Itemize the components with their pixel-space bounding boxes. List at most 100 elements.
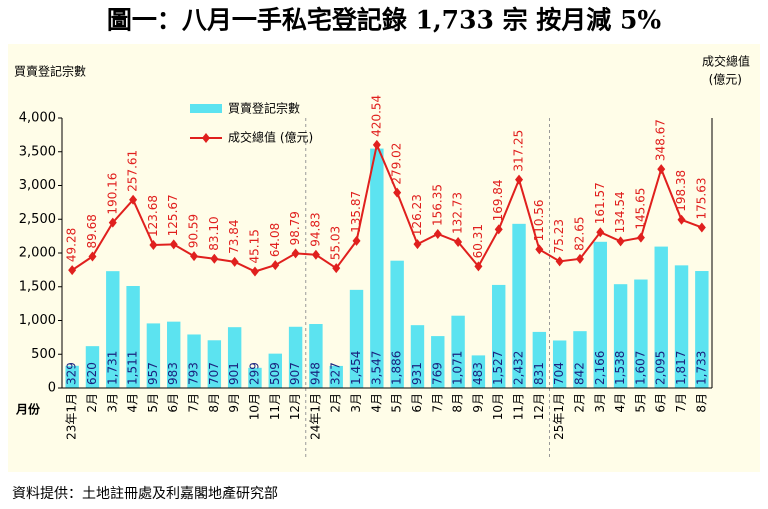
line-marker — [616, 236, 625, 247]
bar-value-label: 901 — [227, 362, 241, 385]
bar-value-label: 1,607 — [633, 351, 647, 385]
line-marker — [677, 214, 686, 225]
line-marker — [311, 249, 320, 260]
y-tick-label: 0 — [48, 381, 56, 396]
line-marker — [332, 263, 341, 274]
legend-swatch — [190, 104, 222, 113]
bar — [187, 334, 201, 388]
line-marker — [433, 228, 442, 239]
chart-panel — [8, 44, 760, 472]
line-value-label: 145.65 — [633, 188, 647, 230]
x-tick-label: 8月 — [207, 393, 221, 413]
bar — [695, 271, 709, 388]
bar — [106, 271, 120, 388]
bar-value-label: 707 — [207, 362, 221, 385]
x-tick-label: 12月 — [532, 393, 546, 420]
line-marker — [352, 235, 361, 246]
line-marker — [271, 260, 280, 271]
line-value-label: 60.31 — [471, 224, 485, 258]
legend-swatch — [202, 133, 210, 143]
x-tick-label: 6月 — [410, 393, 424, 413]
bar-value-label: 1,731 — [105, 351, 119, 385]
bar-value-label: 483 — [471, 362, 485, 385]
line-value-label: 190.16 — [105, 173, 119, 215]
bar-value-label: 831 — [532, 362, 546, 385]
line-marker — [149, 240, 158, 251]
bar — [85, 346, 100, 388]
line-marker — [250, 266, 259, 277]
bar — [512, 223, 526, 388]
bar — [471, 355, 486, 388]
line-marker — [555, 256, 564, 267]
line-marker — [190, 251, 199, 262]
line-marker — [454, 236, 463, 247]
line-value-label: 110.56 — [532, 199, 546, 241]
x-tick-label: 8月 — [451, 393, 465, 413]
x-tick-label: 25年1月 — [552, 393, 566, 440]
bar-value-label: 793 — [187, 362, 201, 385]
bar-value-label: 1,511 — [126, 351, 140, 385]
line-value-label: 45.15 — [247, 229, 261, 263]
x-tick-label: 3月 — [349, 393, 363, 413]
bar-value-label: 620 — [85, 362, 99, 385]
bar — [370, 148, 384, 388]
line-value-label: 89.68 — [85, 214, 99, 248]
y2-axis-title: 成交總值 — [702, 54, 750, 69]
line-value-label: 132.73 — [451, 192, 465, 234]
line-value-label: 198.38 — [674, 170, 688, 212]
bar-value-label: 931 — [410, 362, 424, 385]
bar-value-label: 327 — [329, 362, 343, 385]
line-value-label: 82.65 — [572, 216, 586, 250]
line-value-label: 64.08 — [268, 223, 282, 257]
line-value-label: 75.23 — [552, 219, 566, 253]
line-value-label: 73.84 — [227, 219, 241, 253]
bar — [349, 289, 364, 388]
x-tick-label: 4月 — [126, 393, 140, 413]
legend-label: 成交總值 (億元) — [228, 130, 313, 145]
x-tick-label: 23年1月 — [65, 393, 79, 440]
bar-value-label: 1,527 — [491, 351, 505, 385]
bar-value-label: 983 — [166, 362, 180, 385]
bar — [207, 340, 222, 388]
bar-value-label: 907 — [288, 362, 302, 385]
line-value-label: 420.54 — [369, 95, 383, 137]
bar — [674, 265, 689, 388]
line-marker — [474, 261, 483, 272]
bar-value-label: 3,547 — [369, 351, 383, 385]
bar-value-label: 1,817 — [674, 351, 688, 385]
y-tick-label: 3,000 — [19, 178, 56, 193]
line-marker — [393, 187, 402, 198]
x-tick-label: 10月 — [247, 393, 261, 420]
line-value-label: 156.35 — [430, 184, 444, 226]
bar — [288, 326, 303, 388]
bar — [268, 353, 282, 388]
line-marker — [596, 227, 605, 238]
bar — [593, 241, 607, 388]
x-tick-label: 4月 — [369, 393, 383, 413]
line-marker — [230, 256, 239, 267]
bar — [634, 279, 648, 388]
bar — [65, 365, 79, 388]
line-marker — [372, 139, 381, 150]
line-value-label: 175.63 — [694, 177, 708, 219]
bar-value-label: 509 — [268, 362, 282, 385]
x-tick-label: 2月 — [85, 393, 99, 413]
y-tick-label: 1,000 — [19, 313, 56, 328]
line-value-label: 83.10 — [207, 216, 221, 250]
line-marker — [129, 194, 138, 205]
line-marker — [636, 232, 645, 243]
x-tick-label: 3月 — [105, 393, 119, 413]
bar — [248, 367, 262, 388]
bar — [410, 325, 425, 388]
bar — [654, 246, 668, 388]
bar — [613, 284, 628, 388]
x-tick-label: 5月 — [633, 393, 647, 413]
bar — [146, 323, 161, 388]
y-tick-label: 3,500 — [19, 144, 56, 159]
bar-value-label: 1,538 — [613, 351, 627, 385]
bar-value-label: 957 — [146, 362, 160, 385]
y-axis-title: 買賣登記宗數 — [14, 64, 86, 79]
bar-value-label: 948 — [308, 362, 322, 385]
x-tick-label: 11月 — [268, 393, 282, 420]
